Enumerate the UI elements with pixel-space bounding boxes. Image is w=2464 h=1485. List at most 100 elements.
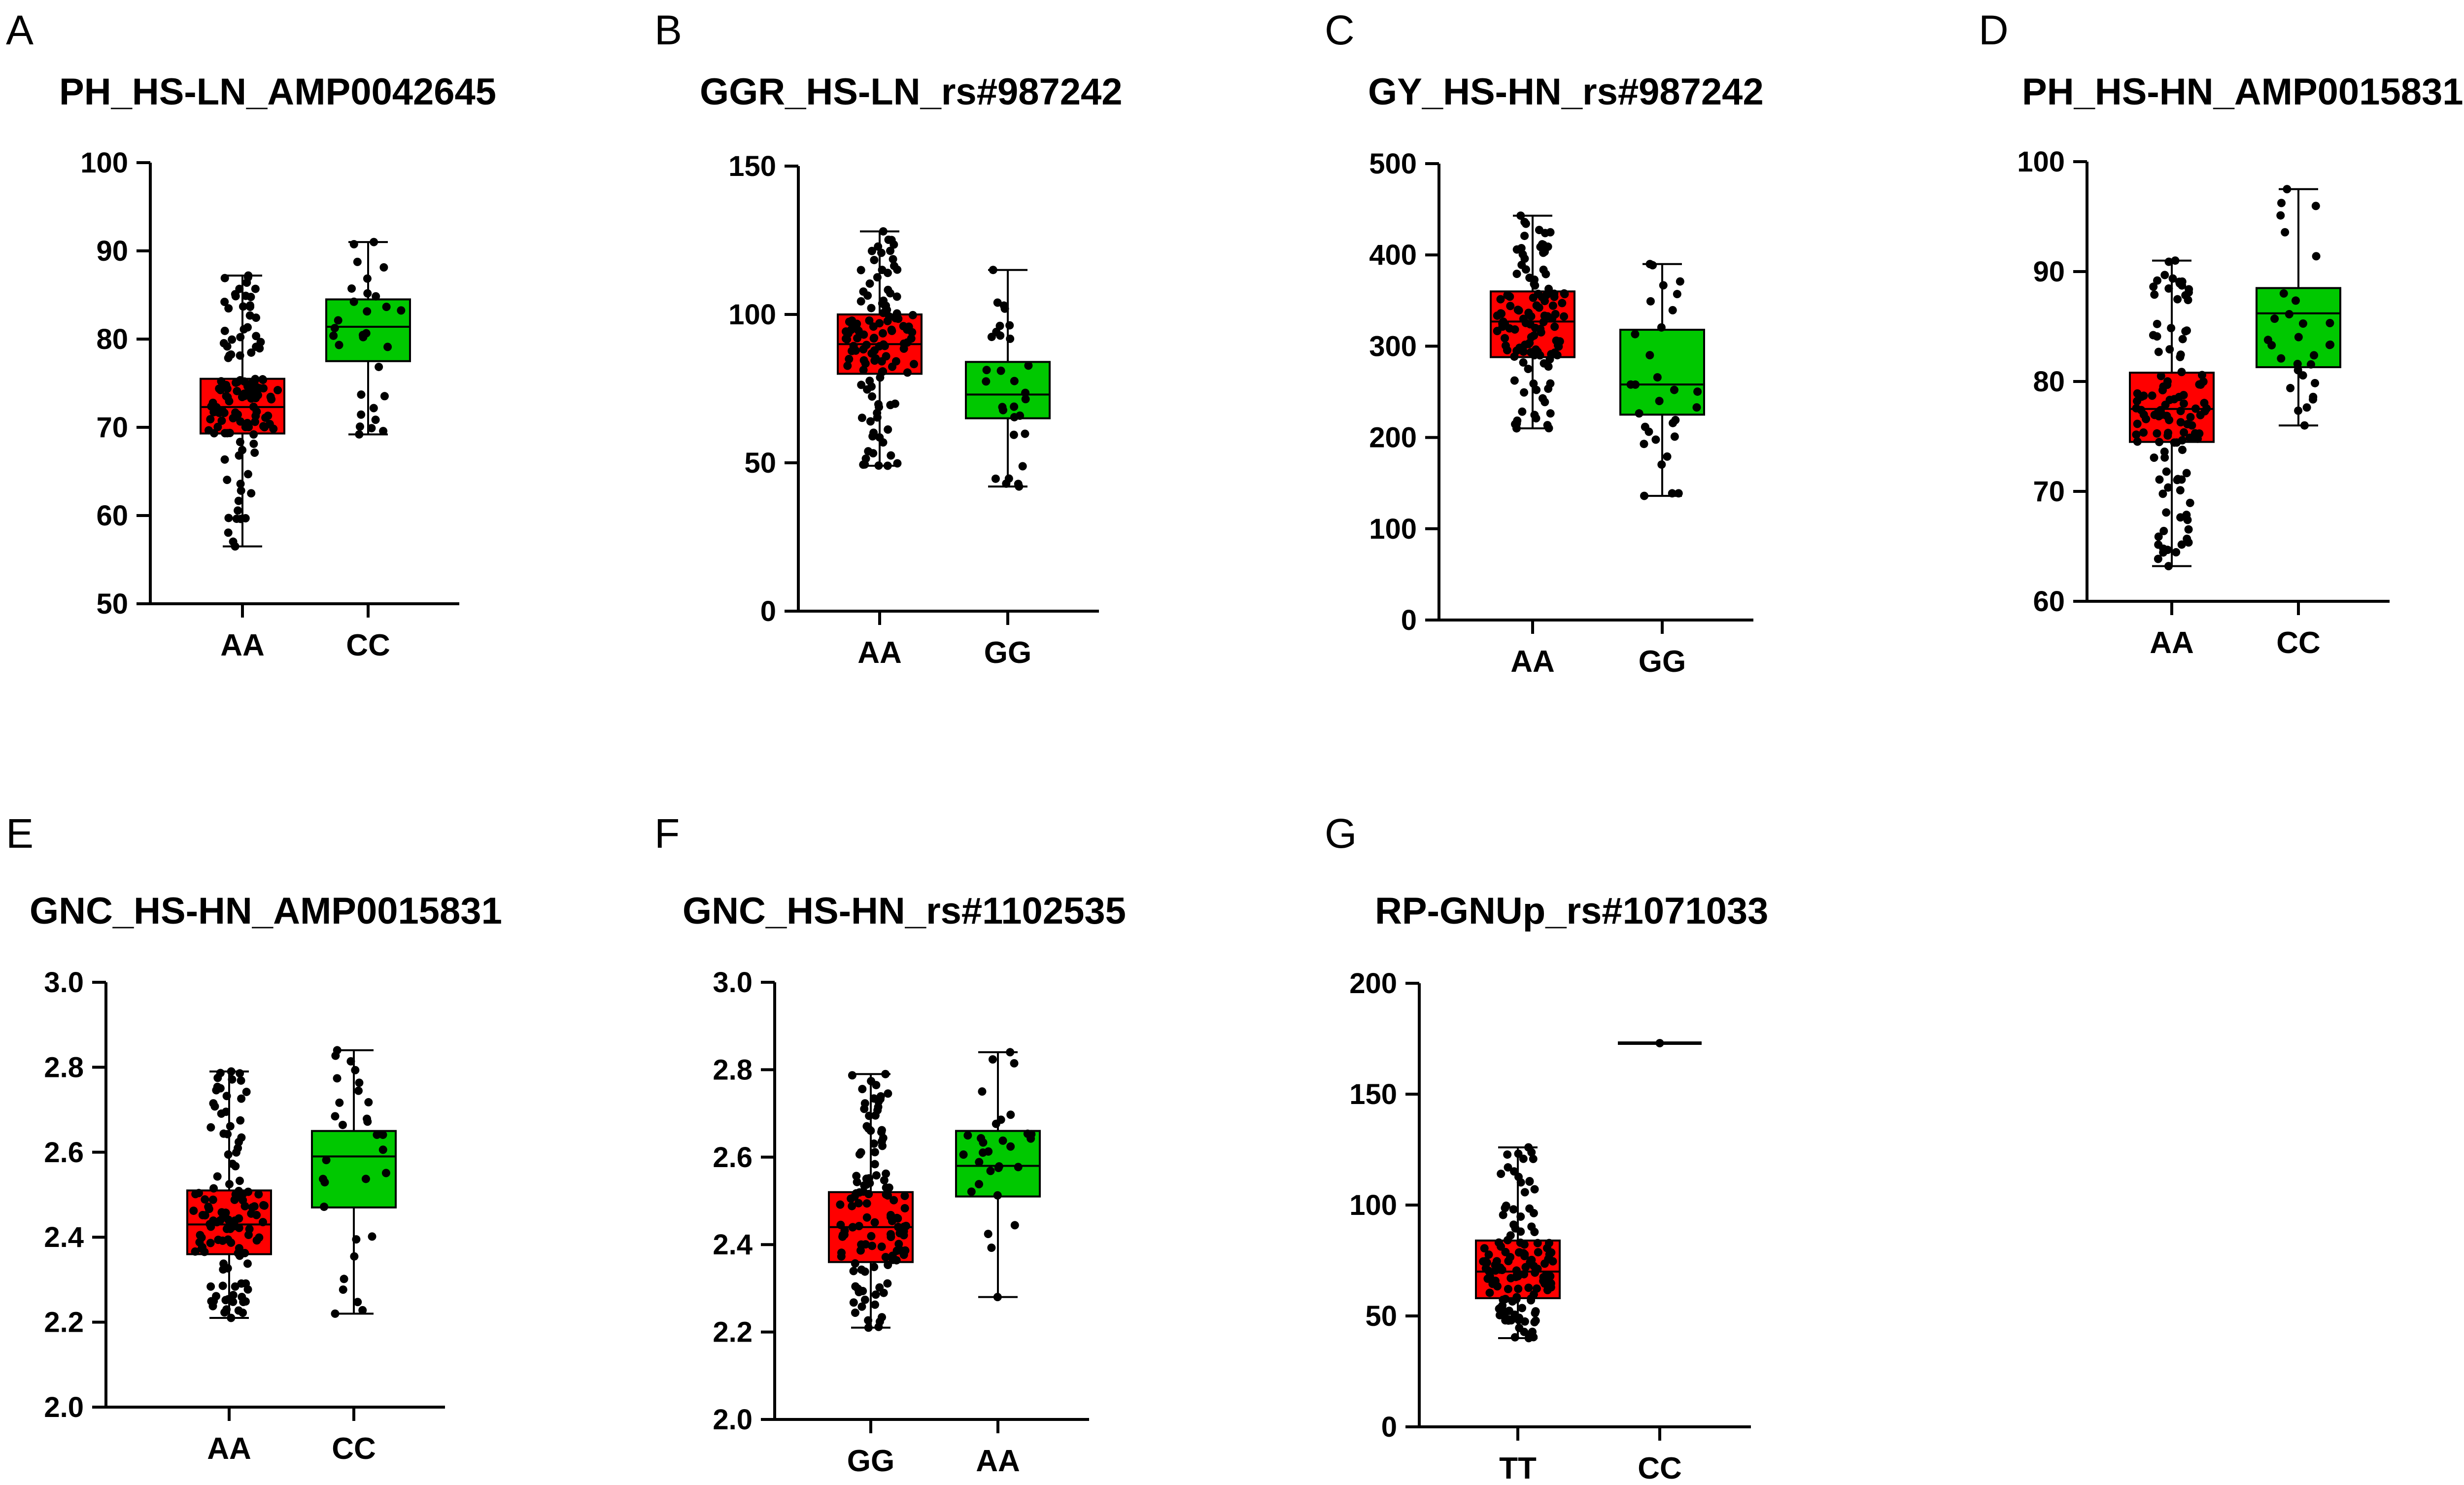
y-tick-label: 2.8 [44, 1051, 84, 1083]
data-point [246, 303, 255, 311]
panel-letter: F [654, 810, 680, 857]
data-point [986, 1167, 995, 1175]
data-point [881, 1253, 890, 1262]
data-point [2132, 430, 2141, 439]
data-point [1516, 1227, 1525, 1236]
data-point [2326, 319, 2334, 328]
data-point [2270, 314, 2279, 323]
data-point [2178, 335, 2187, 344]
data-point [208, 1195, 217, 1204]
data-point [204, 426, 213, 435]
data-point [2276, 211, 2285, 220]
data-point [886, 246, 894, 255]
data-point [201, 1195, 209, 1204]
data-point [223, 476, 232, 484]
y-tick-label: 0 [1401, 604, 1417, 636]
data-point [2294, 333, 2303, 342]
data-point [1525, 1177, 1534, 1186]
y-tick-label: 3.0 [713, 967, 753, 999]
data-point [878, 329, 887, 338]
data-point [322, 1156, 331, 1165]
y-tick-label: 100 [80, 147, 128, 179]
data-point [1546, 1279, 1555, 1288]
data-point [1560, 290, 1569, 299]
data-point [2176, 486, 2185, 495]
y-tick-label: 2.0 [713, 1404, 753, 1436]
data-point [1540, 229, 1549, 238]
data-point [888, 326, 896, 335]
data-point [1539, 1277, 1548, 1285]
data-point [216, 1069, 225, 1077]
data-point [397, 306, 406, 315]
data-point [967, 1187, 976, 1196]
data-point [246, 293, 255, 302]
data-point [871, 1111, 880, 1120]
data-point [1492, 1257, 1501, 1266]
data-point [1510, 376, 1519, 385]
box-aa [2129, 256, 2215, 571]
data-point [355, 430, 364, 439]
data-point [2173, 476, 2182, 484]
data-point [890, 240, 898, 249]
data-point [1510, 352, 1519, 361]
data-point [1558, 299, 1567, 308]
data-point [2154, 347, 2163, 356]
data-point [349, 297, 358, 306]
data-point [241, 1279, 250, 1288]
data-point [1531, 1268, 1540, 1277]
data-point [1504, 1163, 1512, 1172]
data-point [2153, 276, 2162, 285]
data-point [236, 351, 244, 360]
data-point [222, 1092, 231, 1101]
data-point [989, 266, 997, 275]
data-point [872, 1081, 881, 1090]
data-point [870, 1300, 879, 1309]
data-point [893, 265, 902, 274]
chart-title: GNC_HS-HN_rs#1102535 [683, 890, 1126, 932]
data-point [241, 1297, 250, 1306]
data-point [893, 459, 902, 468]
data-point [252, 332, 261, 341]
data-point [887, 1233, 895, 1242]
y-tick-label: 500 [1369, 148, 1417, 180]
data-point [229, 537, 238, 546]
panel-a: A PH_HS-LN_AMP0042645 50 60 70 80 90 100 AA CC [6, 7, 496, 662]
data-point [2142, 414, 2151, 423]
data-point [320, 1203, 329, 1211]
data-point [2182, 469, 2191, 478]
data-point [2159, 526, 2168, 535]
data-point [2148, 391, 2156, 400]
data-point [1512, 270, 1521, 278]
data-point [363, 274, 372, 283]
data-point [1534, 289, 1542, 298]
data-point [2176, 352, 2185, 361]
data-point [993, 298, 1002, 307]
data-point [864, 447, 873, 456]
data-point [1531, 1307, 1540, 1316]
data-point [2293, 359, 2302, 368]
data-point [1544, 362, 1553, 371]
data-point [259, 376, 268, 384]
data-point [2178, 446, 2187, 454]
data-point [1493, 327, 1502, 336]
box-aa [837, 227, 923, 470]
data-point [870, 1218, 879, 1227]
data-point [1635, 409, 1643, 418]
data-point [242, 1087, 251, 1096]
data-point [1519, 358, 1528, 367]
y-tick-label: 0 [760, 595, 776, 627]
data-point [221, 1296, 230, 1305]
data-point [982, 377, 991, 386]
data-point [252, 313, 261, 322]
data-point [852, 1172, 861, 1180]
y-tick-label: 60 [2033, 586, 2065, 618]
data-point [1539, 265, 1548, 274]
data-point [239, 1309, 247, 1317]
data-point [1018, 462, 1027, 471]
data-point [252, 1210, 261, 1219]
data-point [329, 331, 338, 340]
data-point [247, 394, 256, 403]
data-point [1505, 324, 1514, 333]
data-point [381, 1169, 390, 1177]
data-point [1648, 261, 1657, 270]
